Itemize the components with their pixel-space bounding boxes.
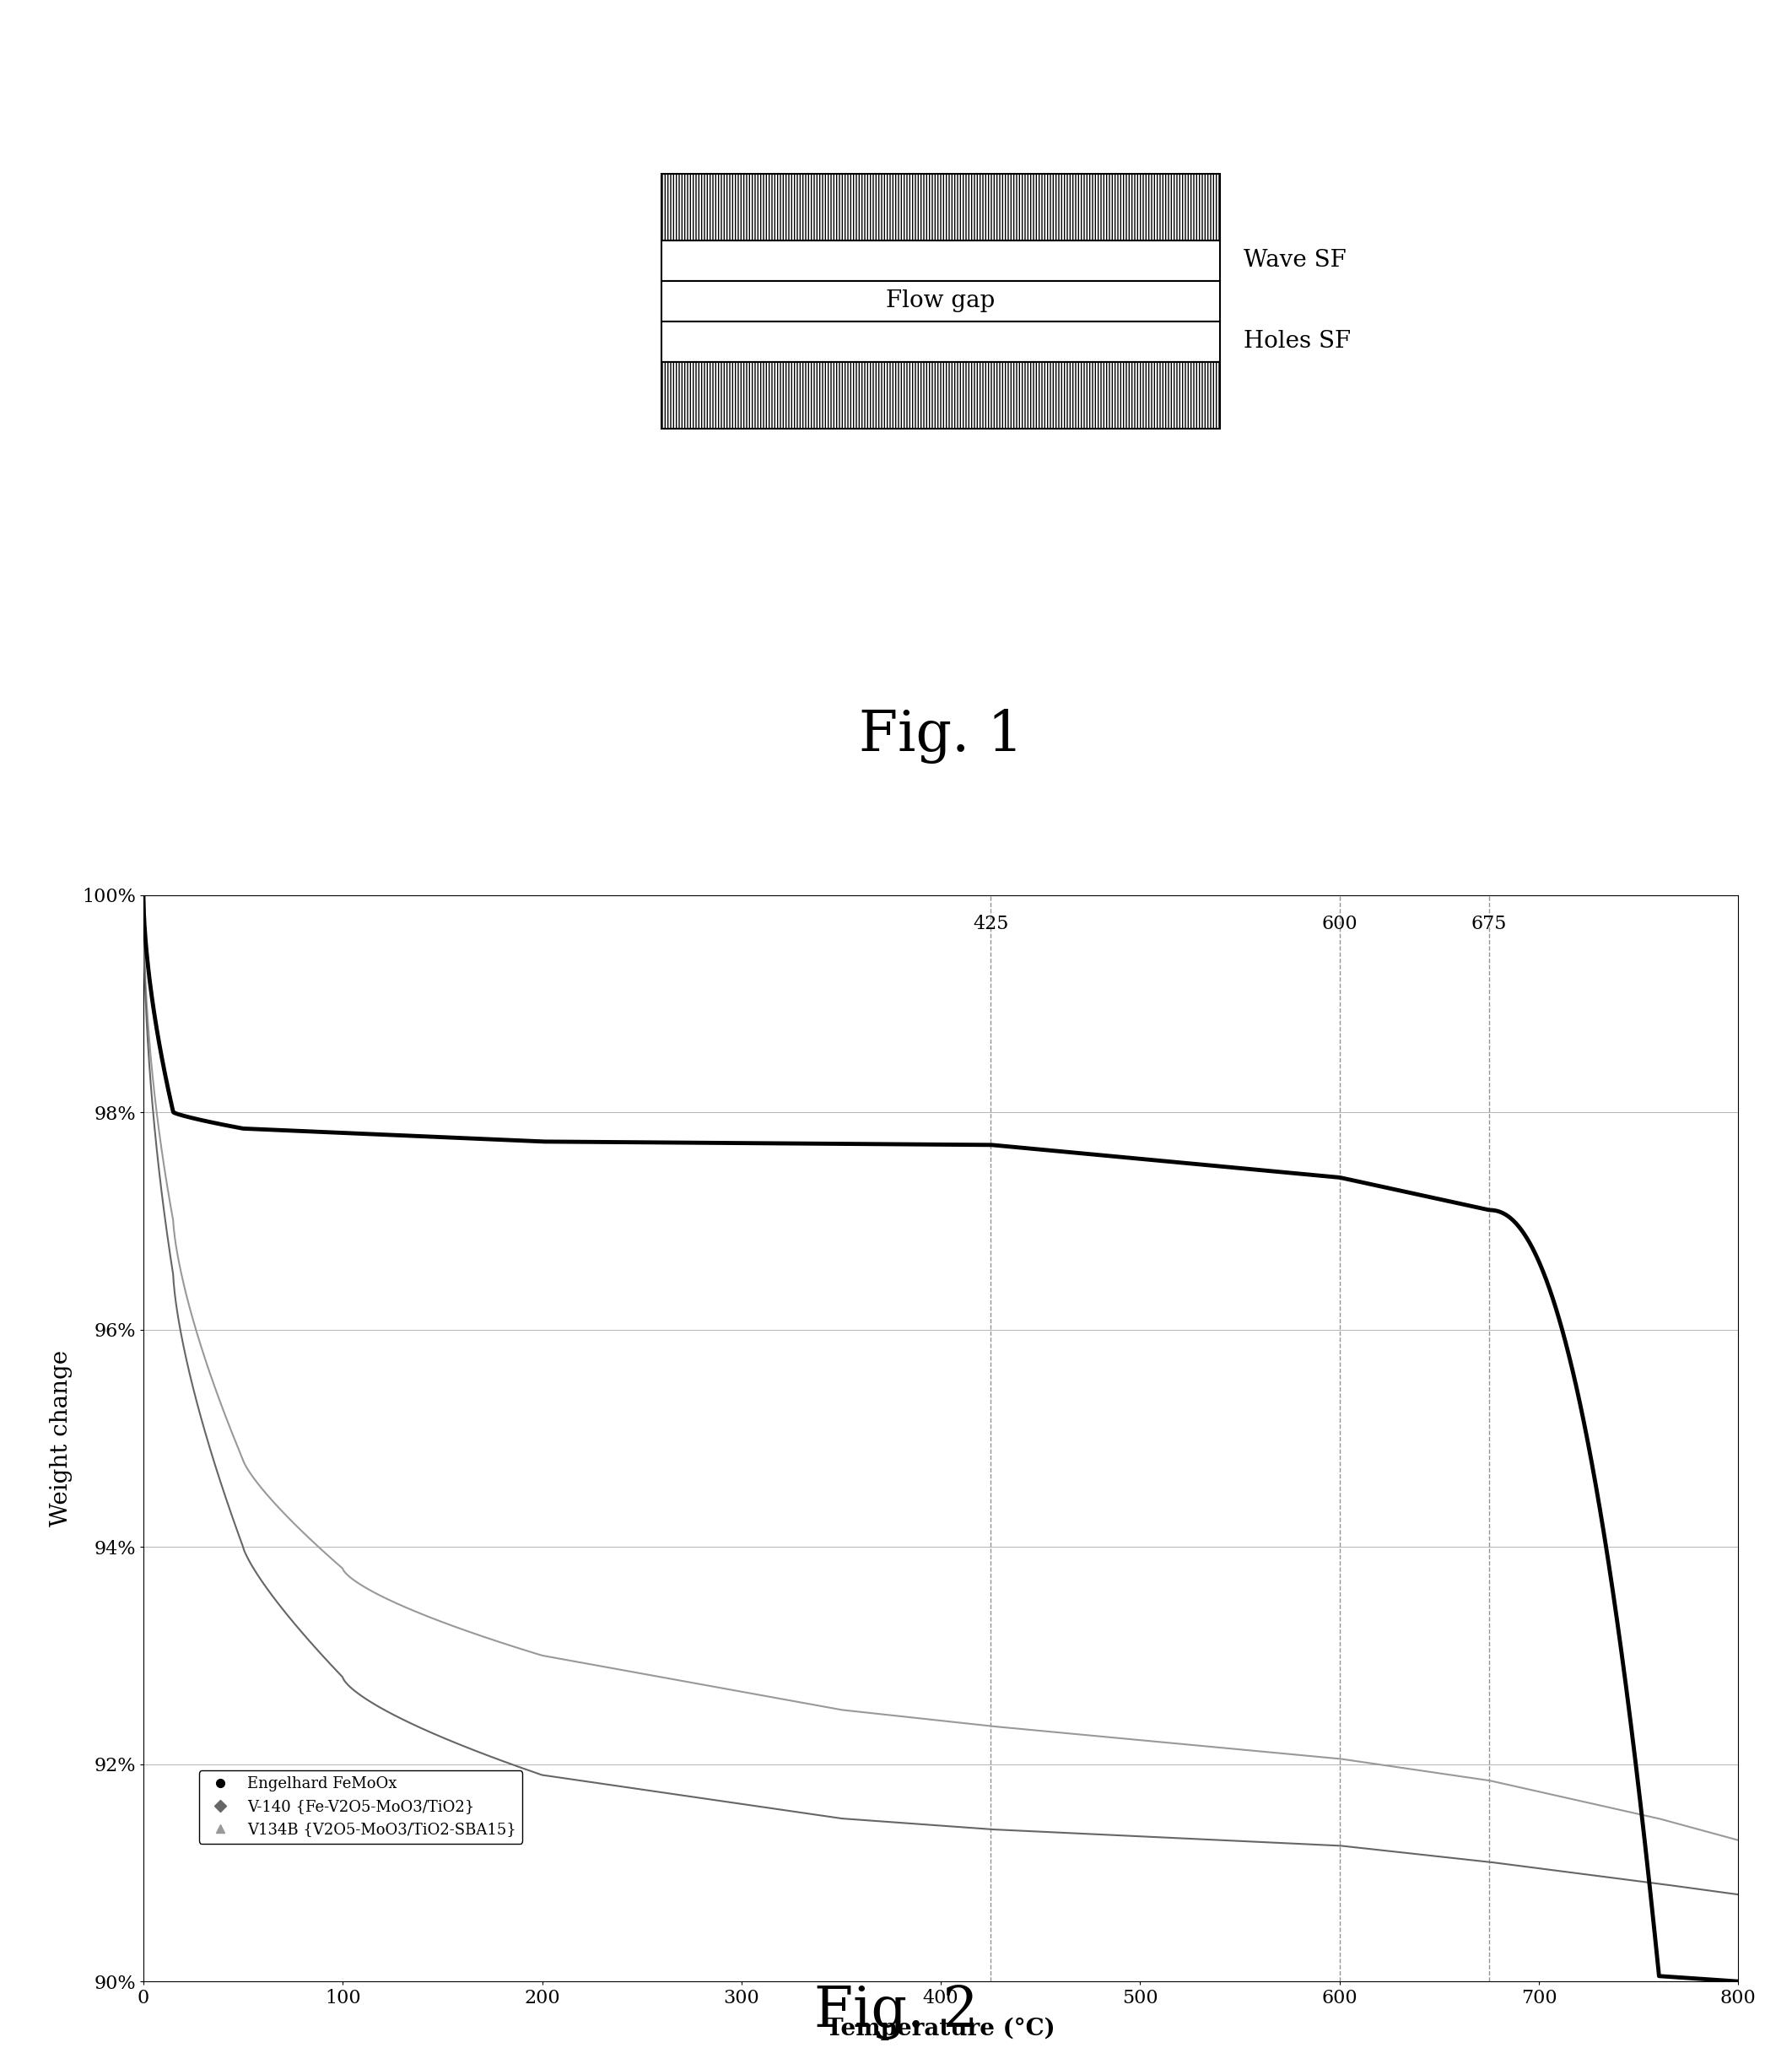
Text: 425: 425 (973, 914, 1009, 933)
X-axis label: Temperature (°C): Temperature (°C) (826, 2017, 1055, 2039)
Text: Flow gap: Flow gap (887, 289, 995, 312)
Text: Fig. 1: Fig. 1 (858, 708, 1023, 764)
Legend: Engelhard FeMoOx, V-140 {Fe-V2O5-MoO3/TiO2}, V134B {V2O5-MoO3/TiO2-SBA15}: Engelhard FeMoOx, V-140 {Fe-V2O5-MoO3/Ti… (199, 1771, 523, 1843)
Bar (661, 281, 1220, 322)
Bar (661, 322, 1220, 361)
Bar (661, 173, 1220, 239)
Text: Holes SF: Holes SF (1244, 330, 1351, 353)
Text: Wave SF: Wave SF (1244, 250, 1346, 272)
Text: 675: 675 (1471, 914, 1507, 933)
Text: 600: 600 (1321, 914, 1358, 933)
Text: Fig. 2: Fig. 2 (814, 1984, 978, 2039)
Bar (661, 361, 1220, 429)
Y-axis label: Weight change: Weight change (50, 1350, 72, 1527)
Bar (661, 239, 1220, 281)
